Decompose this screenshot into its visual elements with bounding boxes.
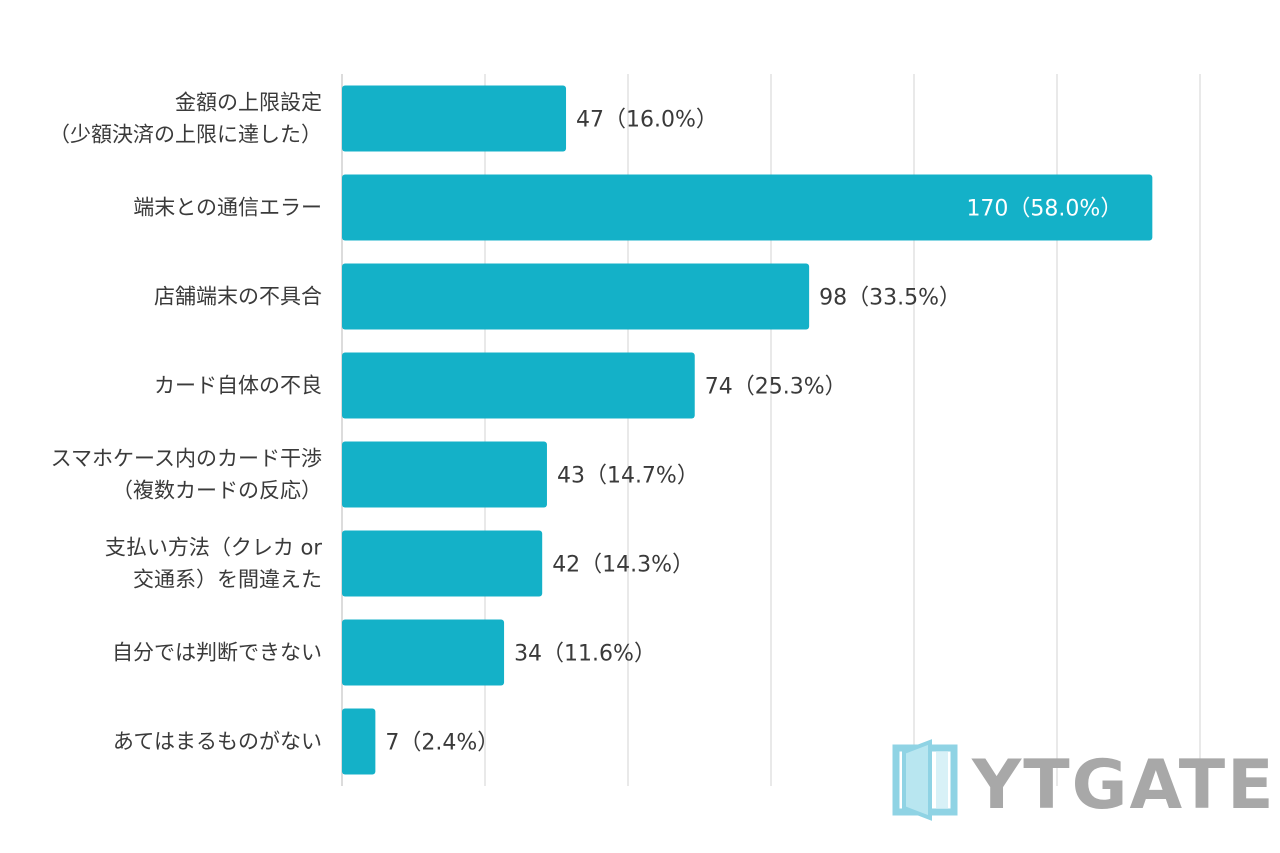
bar (342, 530, 543, 597)
door-logo-icon (892, 739, 958, 821)
data-label: 43（14.7%） (557, 464, 699, 489)
category-label: スマホケース内のカード干渉 (51, 447, 322, 471)
bar (342, 441, 547, 508)
labels: 47（16.0%） 金額の上限設定 （少額決済の上限に達した） 170（58.0%） 端… (49, 91, 1122, 756)
category-label: （少額決済の上限に達した） (49, 123, 322, 147)
bar (342, 85, 567, 152)
category-label: カード自体の不良 (154, 374, 322, 398)
data-label: 42（14.3%） (552, 553, 694, 578)
category-label: あてはまるものがない (113, 730, 322, 754)
data-label: 170（58.0%） (966, 197, 1122, 222)
category-label: （複数カードの反応） (112, 479, 322, 503)
category-label: 店舗端末の不具合 (154, 285, 322, 309)
data-label: 34（11.6%） (514, 642, 656, 667)
data-label: 74（25.3%） (705, 375, 847, 400)
data-label: 47（16.0%） (576, 108, 718, 133)
data-label: 7（2.4%） (385, 731, 499, 756)
category-label: 自分では判断できない (112, 641, 322, 665)
bars (342, 85, 1153, 775)
bar (342, 174, 1153, 241)
bar (342, 352, 695, 419)
category-label: 金額の上限設定 (175, 91, 322, 115)
category-label: 支払い方法（クレカ or (105, 536, 323, 560)
watermark-text: YTGATE (971, 746, 1276, 825)
bar (342, 263, 810, 330)
bar (342, 708, 376, 775)
data-label: 98（33.5%） (819, 286, 961, 311)
category-label: 交通系）を間違えた (133, 568, 322, 592)
ytgate-watermark: YTGATE (892, 739, 1276, 825)
bar (342, 619, 505, 686)
category-label: 端末との通信エラー (133, 196, 322, 220)
